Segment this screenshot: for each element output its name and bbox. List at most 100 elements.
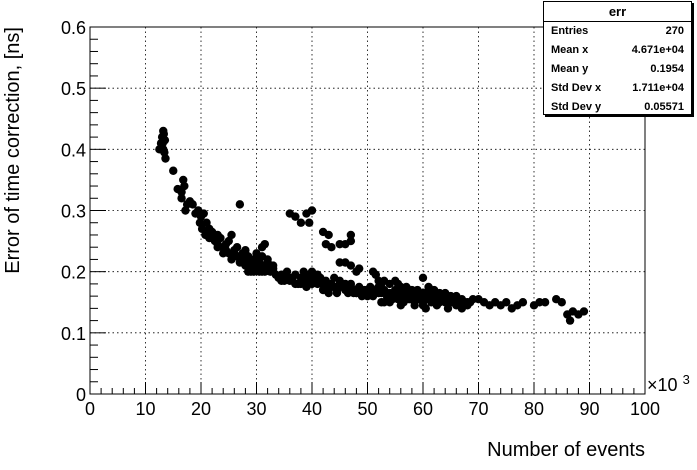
y-tick-label: 0.5 xyxy=(61,79,86,99)
data-point xyxy=(377,298,386,307)
data-point xyxy=(432,301,442,310)
data-point xyxy=(260,239,270,249)
data-point xyxy=(180,181,189,191)
data-point xyxy=(230,249,239,258)
data-point xyxy=(579,307,589,316)
x-tick-label: 80 xyxy=(524,399,544,419)
data-point xyxy=(288,273,297,282)
data-point xyxy=(502,298,511,307)
data-point xyxy=(160,135,170,145)
data-point xyxy=(161,154,170,163)
y-tick-label: 0 xyxy=(76,385,86,405)
data-point xyxy=(446,294,455,304)
data-point xyxy=(327,243,336,252)
data-point xyxy=(235,200,245,209)
data-point xyxy=(221,239,231,249)
data-point xyxy=(346,261,356,270)
data-points xyxy=(155,126,589,325)
data-point xyxy=(307,206,317,215)
y-tick-label: 0.1 xyxy=(61,324,86,344)
stats-label: Mean x xyxy=(551,44,589,56)
data-point xyxy=(393,294,403,304)
data-point xyxy=(199,209,208,218)
stats-row: Std Dev y 0.05571 xyxy=(544,98,691,117)
data-point xyxy=(324,285,333,295)
data-point xyxy=(169,166,178,175)
data-point xyxy=(565,316,575,325)
data-point xyxy=(343,288,353,298)
data-point xyxy=(246,258,256,267)
data-point xyxy=(291,212,300,221)
data-point xyxy=(213,239,222,249)
stats-box: err Entries 270 Mean x 4.671e+04 Mean y 0.1… xyxy=(543,1,692,115)
data-point xyxy=(296,218,306,227)
x-tick-label: 30 xyxy=(246,399,266,419)
stats-value: 270 xyxy=(665,25,684,37)
x-tick-label: 70 xyxy=(468,399,488,419)
stats-row: Entries 270 xyxy=(544,22,691,41)
data-point xyxy=(429,291,439,301)
data-point xyxy=(188,200,197,209)
data-point xyxy=(202,227,211,237)
x-tick-label: 10 xyxy=(135,399,155,419)
data-point xyxy=(268,267,278,276)
data-point xyxy=(346,236,356,246)
x-axis-label: Number of events xyxy=(487,439,645,461)
data-point xyxy=(557,298,566,307)
stats-value: 0.1954 xyxy=(650,63,684,75)
x-exponent-label: ×10 3 xyxy=(647,372,690,395)
stats-row: Std Dev x 1.711e+04 xyxy=(544,79,691,98)
data-point xyxy=(280,273,289,282)
data-point xyxy=(219,249,228,258)
data-point xyxy=(227,230,236,240)
stats-label: Mean y xyxy=(551,63,589,75)
stats-title: err xyxy=(544,2,691,22)
data-point xyxy=(457,298,467,307)
data-point xyxy=(540,298,550,307)
data-point xyxy=(302,276,311,286)
data-point xyxy=(404,291,414,301)
x-exponent-base: ×10 xyxy=(647,375,678,395)
data-point xyxy=(235,258,245,267)
data-point xyxy=(177,194,186,203)
data-point xyxy=(305,218,314,227)
data-point xyxy=(324,230,333,240)
y-tick-label: 0.2 xyxy=(61,263,86,283)
stats-label: Entries xyxy=(551,25,589,37)
x-tick-label: 40 xyxy=(302,399,322,419)
y-tick-label: 0.3 xyxy=(61,202,86,222)
x-tick-label: 100 xyxy=(630,399,660,419)
stats-value: 0.05571 xyxy=(644,101,684,113)
data-point xyxy=(159,145,168,154)
data-point xyxy=(457,304,467,313)
data-point xyxy=(402,282,411,292)
data-point xyxy=(332,288,342,298)
data-point xyxy=(374,288,383,298)
x-tick-label: 20 xyxy=(191,399,211,419)
y-tick-label: 0.4 xyxy=(61,140,86,160)
x-tick-label: 60 xyxy=(413,399,433,419)
data-point xyxy=(518,298,528,307)
axis-ticks xyxy=(89,26,646,395)
data-point xyxy=(255,267,264,276)
data-point xyxy=(354,264,364,273)
y-tick-label: 0.6 xyxy=(61,18,86,38)
data-point xyxy=(366,288,375,298)
x-tick-label: 90 xyxy=(579,399,599,419)
x-tick-label: 50 xyxy=(357,399,377,419)
stats-value: 1.711e+04 xyxy=(632,82,684,94)
data-point xyxy=(316,276,325,286)
data-point xyxy=(438,291,447,301)
data-point xyxy=(207,233,217,243)
stats-label: Std Dev x xyxy=(551,82,602,94)
tick-labels: 0 10 20 30 40 50 60 70 80 90 100 0 0.1 0.2 0.3 0.4 0.5 0.… xyxy=(61,18,660,419)
stats-value: 4.671e+04 xyxy=(631,44,684,56)
stats-row: Mean y 0.1954 xyxy=(544,60,691,79)
data-point xyxy=(418,273,428,282)
y-axis-label: Error of time correction, [ns] xyxy=(2,27,24,274)
data-point xyxy=(352,288,361,298)
stats-row: Mean x 4.671e+04 xyxy=(544,41,691,60)
data-point xyxy=(243,267,253,276)
x-exponent-power: 3 xyxy=(683,372,690,387)
